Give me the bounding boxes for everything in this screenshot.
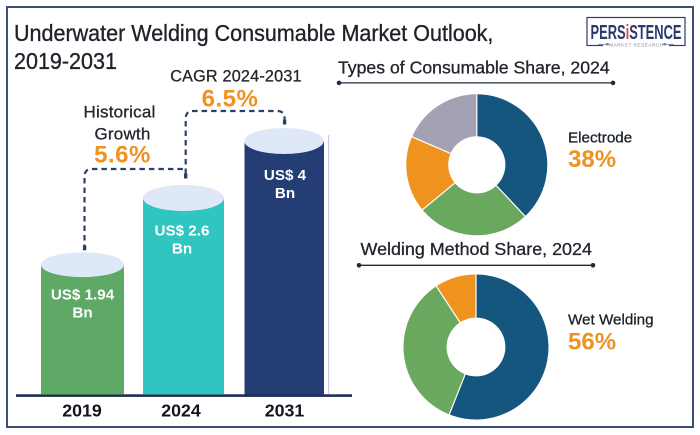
svg-text:US$ 4: US$ 4 <box>264 167 307 184</box>
svg-text:CAGR 2024-2031: CAGR 2024-2031 <box>170 68 301 86</box>
svg-text:MARKET RESEARCH: MARKET RESEARCH <box>609 42 664 48</box>
svg-text:5.6%: 5.6% <box>94 141 151 168</box>
svg-text:2031: 2031 <box>265 400 305 420</box>
svg-text:2024: 2024 <box>161 400 201 420</box>
svg-text:PERSiSTENCE: PERSiSTENCE <box>591 21 682 44</box>
svg-text:Bn: Bn <box>275 185 295 202</box>
svg-text:US$ 1.94: US$ 1.94 <box>51 287 115 304</box>
svg-text:US$ 2.6: US$ 2.6 <box>155 223 210 240</box>
svg-text:Welding Method Share, 2024: Welding Method Share, 2024 <box>361 239 592 259</box>
svg-text:38%: 38% <box>568 146 616 173</box>
svg-text:Electrode: Electrode <box>568 130 632 147</box>
svg-text:Growth: Growth <box>95 125 151 144</box>
svg-text:2019: 2019 <box>62 400 102 420</box>
svg-text:Historical: Historical <box>84 103 156 122</box>
svg-text:Types of Consumable Share, 202: Types of Consumable Share, 2024 <box>338 58 610 78</box>
svg-text:6.5%: 6.5% <box>202 86 259 113</box>
svg-text:Wet Welding: Wet Welding <box>568 311 654 328</box>
svg-text:Bn: Bn <box>172 241 192 258</box>
svg-text:Bn: Bn <box>72 305 92 322</box>
svg-text:56%: 56% <box>568 328 616 355</box>
